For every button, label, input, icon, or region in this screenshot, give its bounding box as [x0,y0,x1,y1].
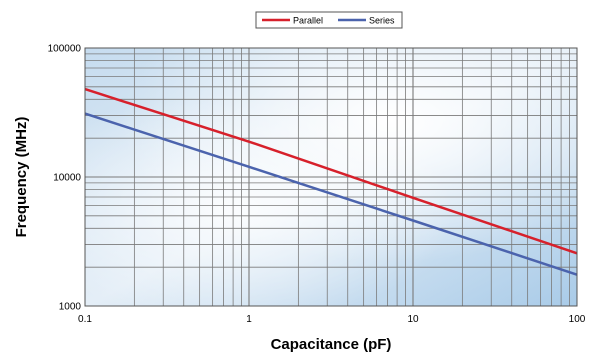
y-tick-label: 1000 [59,302,82,313]
legend-label-series: Series [369,16,395,26]
y-tick-label: 10000 [53,173,81,184]
x-tick-label: 100 [569,314,586,325]
series-line-parallel [84,87,578,255]
legend-box [255,11,403,29]
series-line-series [84,112,578,276]
x-tick-label: 10 [407,314,419,325]
legend: Parallel Series [255,11,403,29]
y-axis-title: Frequency (MHz) [13,117,30,238]
x-tick-label: 0.1 [78,314,92,325]
x-tick-label: 1 [246,314,252,325]
y-tick-label: 100000 [48,44,82,55]
grid [85,48,577,306]
x-axis-title: Capacitance (pF) [271,336,392,353]
tick-labels: 0.1 1 10 100 1000 10000 100000 [48,44,586,326]
plot-frame [84,47,578,307]
legend-label-parallel: Parallel [293,16,323,26]
series-lines [84,87,578,276]
